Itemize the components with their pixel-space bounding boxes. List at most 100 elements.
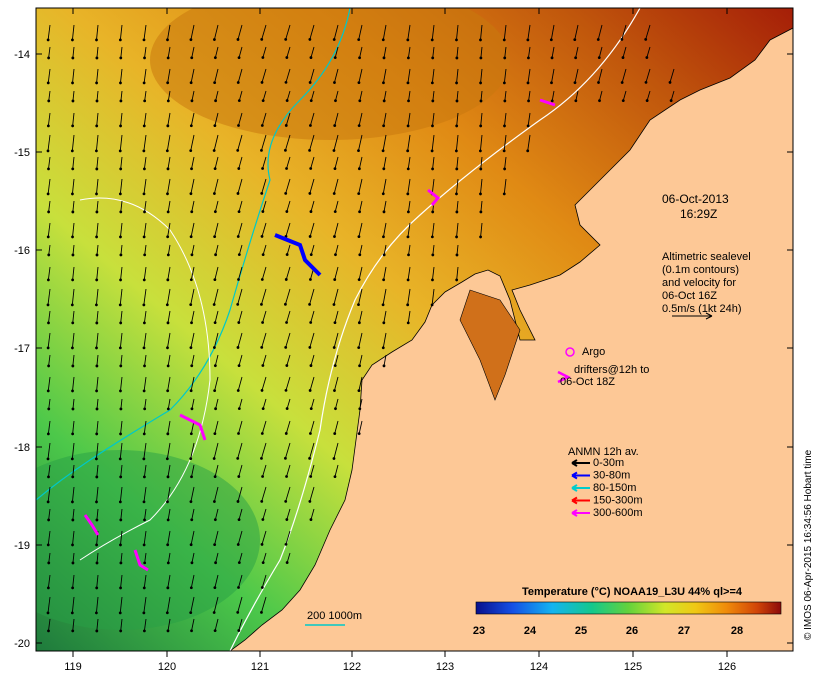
velocity-arrow xyxy=(96,200,99,212)
velocity-arrow xyxy=(237,178,243,194)
velocity-arrow-head xyxy=(382,99,386,103)
velocity-arrow xyxy=(261,24,267,40)
velocity-arrow-head xyxy=(284,148,287,152)
velocity-arrow-head xyxy=(237,253,241,257)
velocity-arrow-head xyxy=(502,192,506,196)
velocity-arrow-head xyxy=(119,235,122,239)
velocity-arrow xyxy=(358,310,363,323)
velocity-arrow xyxy=(96,376,99,391)
velocity-arrow-head xyxy=(284,124,288,127)
velocity-arrow-head xyxy=(382,210,386,214)
velocity-arrow xyxy=(261,178,267,194)
velocity-arrow xyxy=(214,200,219,212)
velocity-arrow xyxy=(432,156,435,169)
velocity-arrow-head xyxy=(214,407,218,411)
velocity-arrow-head xyxy=(260,389,264,392)
colorbar-tick-label: 23 xyxy=(473,625,485,637)
velocity-arrow-head xyxy=(526,81,530,85)
velocity-arrow xyxy=(237,376,243,391)
velocity-arrow-head xyxy=(189,543,193,547)
velocity-arrow-head xyxy=(119,561,123,565)
velocity-arrow xyxy=(214,222,219,237)
velocity-arrow-head xyxy=(237,561,241,565)
velocity-arrow xyxy=(262,310,267,323)
drifter-track xyxy=(427,188,441,206)
velocity-arrow-head xyxy=(212,149,216,152)
velocity-arrow-head xyxy=(119,475,123,479)
velocity-arrow xyxy=(262,244,267,255)
velocity-arrow xyxy=(333,134,339,151)
velocity-arrow xyxy=(47,288,51,305)
velocity-arrow-head xyxy=(382,167,386,171)
velocity-arrow-head xyxy=(406,192,410,196)
lat-tick-label: -15 xyxy=(14,147,30,159)
velocity-arrow xyxy=(120,552,123,563)
velocity-arrow xyxy=(144,552,147,563)
velocity-arrow-head xyxy=(261,407,265,410)
velocity-arrow xyxy=(143,530,147,545)
velocity-arrow xyxy=(167,90,171,101)
velocity-arrow xyxy=(335,90,339,101)
colorbar xyxy=(475,601,782,615)
velocity-arrow-head xyxy=(479,235,482,239)
velocity-arrow-head xyxy=(189,149,193,153)
velocity-arrow-head xyxy=(431,210,435,214)
velocity-arrow xyxy=(334,156,339,169)
velocity-arrow xyxy=(407,156,411,169)
velocity-arrow-head xyxy=(236,235,240,238)
velocity-arrow xyxy=(72,156,75,169)
velocity-arrow-head xyxy=(143,518,146,522)
velocity-arrow xyxy=(238,46,243,58)
velocity-arrow-head xyxy=(165,611,169,615)
velocity-arrow xyxy=(143,156,147,169)
velocity-arrow-head xyxy=(382,364,386,368)
velocity-arrow xyxy=(286,90,291,101)
velocity-arrow xyxy=(237,134,243,151)
velocity-arrow xyxy=(144,200,147,212)
velocity-arrow xyxy=(480,68,483,83)
velocity-arrow-head xyxy=(119,210,123,214)
velocity-arrow xyxy=(213,288,219,305)
velocity-arrow-head xyxy=(118,38,122,42)
velocity-arrow-head xyxy=(455,192,458,196)
velocity-arrow-head xyxy=(165,303,169,307)
velocity-arrow-head xyxy=(95,586,99,590)
velocity-arrow-head xyxy=(284,37,288,41)
velocity-arrow-head xyxy=(71,364,75,368)
velocity-arrow-head xyxy=(260,278,264,281)
velocity-arrow-head xyxy=(189,500,193,504)
velocity-arrow-head xyxy=(118,149,122,153)
velocity-arrow-head xyxy=(430,303,434,307)
velocity-arrow xyxy=(213,178,219,194)
velocity-arrow xyxy=(191,156,195,169)
velocity-arrow xyxy=(48,310,51,323)
velocity-arrow-head xyxy=(71,124,75,128)
velocity-arrow-head xyxy=(142,321,146,325)
velocity-arrow xyxy=(237,288,243,305)
velocity-arrow xyxy=(120,222,123,237)
velocity-arrow-head xyxy=(261,518,265,521)
velocity-arrow-head xyxy=(333,364,337,368)
velocity-arrow xyxy=(143,464,147,477)
velocity-arrow-head xyxy=(260,81,264,84)
velocity-arrow-head xyxy=(237,210,241,213)
velocity-arrow-head xyxy=(357,124,361,128)
velocity-arrow-head xyxy=(455,124,459,128)
velocity-arrow xyxy=(71,134,75,151)
velocity-arrow xyxy=(407,24,411,40)
velocity-arrow-head xyxy=(213,629,217,633)
velocity-arrow xyxy=(119,178,123,194)
velocity-arrow xyxy=(408,244,411,255)
velocity-arrow xyxy=(143,596,147,613)
velocity-arrow xyxy=(238,420,243,434)
velocity-arrow-head xyxy=(166,99,170,103)
velocity-arrow-head xyxy=(46,278,50,282)
velocity-arrow-head xyxy=(284,543,288,546)
velocity-arrow-head xyxy=(526,124,530,128)
velocity-arrow xyxy=(261,222,267,237)
velocity-arrow-head xyxy=(95,611,98,615)
velocity-arrow-head xyxy=(213,586,217,590)
velocity-arrow xyxy=(358,156,363,169)
velocity-arrow-head xyxy=(455,38,458,42)
velocity-arrow xyxy=(261,288,267,305)
